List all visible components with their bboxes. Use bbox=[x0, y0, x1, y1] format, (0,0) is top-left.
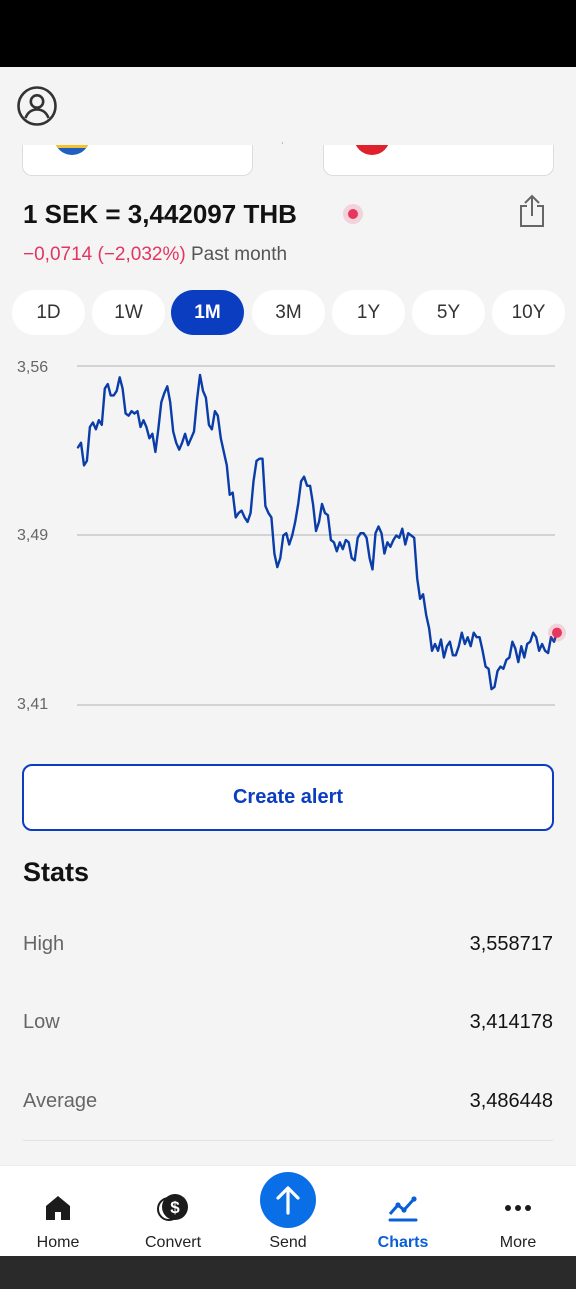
change-value: −0,0714 (−2,032%) bbox=[23, 244, 186, 265]
thailand-flag-icon bbox=[354, 145, 390, 155]
more-dots-icon bbox=[505, 1205, 531, 1211]
nav-label-send: Send bbox=[269, 1234, 307, 1251]
nav-home[interactable]: Home bbox=[3, 1166, 113, 1257]
nav-label-more: More bbox=[499, 1234, 537, 1251]
nav-more[interactable]: More bbox=[463, 1166, 573, 1257]
stat-row-high: High 3,558717 bbox=[23, 933, 553, 969]
dollar-coin-icon: $ bbox=[157, 1194, 188, 1221]
divider bbox=[23, 1140, 553, 1141]
create-alert-button[interactable]: Create alert bbox=[22, 764, 554, 831]
status-bar bbox=[0, 0, 576, 67]
range-tab-5y[interactable]: 5Y bbox=[412, 290, 485, 335]
rate-change: −0,0714 (−2,032%) Past month bbox=[23, 244, 287, 266]
user-profile-icon bbox=[17, 86, 57, 126]
stats-title: Stats bbox=[23, 857, 90, 887]
send-button[interactable] bbox=[260, 1172, 316, 1228]
nav-charts[interactable]: Charts bbox=[348, 1166, 458, 1257]
to-currency-card[interactable] bbox=[323, 145, 554, 176]
stat-value: 3,414178 bbox=[469, 1011, 553, 1033]
y-tick-label: 3,56 bbox=[17, 359, 48, 376]
stat-label: High bbox=[23, 933, 65, 955]
range-tab-10y[interactable]: 10Y bbox=[492, 290, 565, 335]
stat-row-average: Average 3,486448 bbox=[23, 1090, 553, 1126]
nav-send[interactable]: Send bbox=[233, 1166, 343, 1257]
bottom-nav: Home $ Convert Send Charts bbox=[0, 1165, 576, 1256]
chart-line-icon bbox=[388, 1196, 418, 1222]
nav-label-convert: Convert bbox=[144, 1234, 202, 1251]
stat-label: Average bbox=[23, 1090, 98, 1112]
svg-text:$: $ bbox=[170, 1198, 180, 1217]
live-indicator-icon bbox=[343, 204, 363, 224]
home-icon bbox=[46, 1196, 70, 1220]
range-tab-3m[interactable]: 3M bbox=[252, 290, 325, 335]
range-tab-1d[interactable]: 1D bbox=[12, 290, 85, 335]
range-tab-1y[interactable]: 1Y bbox=[332, 290, 405, 335]
rate-series-line bbox=[76, 373, 559, 691]
range-tab-1w[interactable]: 1W bbox=[92, 290, 165, 335]
rate-chart[interactable]: 3,56 3,49 3,41 bbox=[0, 350, 576, 720]
share-icon bbox=[520, 194, 544, 227]
nav-label-charts: Charts bbox=[377, 1234, 429, 1251]
stat-label: Low bbox=[23, 1011, 60, 1033]
swap-separator-icon: ˙ bbox=[281, 140, 285, 154]
nav-label-home: Home bbox=[36, 1234, 80, 1251]
stat-row-low: Low 3,414178 bbox=[23, 1011, 553, 1047]
share-button[interactable] bbox=[516, 193, 548, 229]
last-point-marker bbox=[552, 627, 562, 638]
stat-value: 3,558717 bbox=[469, 933, 553, 955]
sweden-flag-icon bbox=[54, 145, 90, 155]
from-currency-card[interactable] bbox=[22, 145, 253, 176]
range-tab-1m[interactable]: 1M bbox=[171, 290, 244, 335]
profile-button[interactable] bbox=[16, 85, 58, 127]
nav-convert[interactable]: $ Convert bbox=[118, 1166, 228, 1257]
arrow-up-icon bbox=[276, 1186, 300, 1215]
system-nav-bar bbox=[0, 1256, 576, 1289]
y-tick-label: 3,49 bbox=[17, 527, 48, 544]
rate-title: 1 SEK = 3,442097 THB bbox=[23, 199, 297, 229]
change-period: Past month bbox=[190, 244, 288, 265]
stat-value: 3,486448 bbox=[469, 1090, 553, 1112]
header-area bbox=[0, 67, 576, 145]
y-tick-label: 3,41 bbox=[17, 696, 48, 713]
range-tabs: 1D 1W 1M 3M 1Y 5Y 10Y bbox=[12, 290, 565, 335]
